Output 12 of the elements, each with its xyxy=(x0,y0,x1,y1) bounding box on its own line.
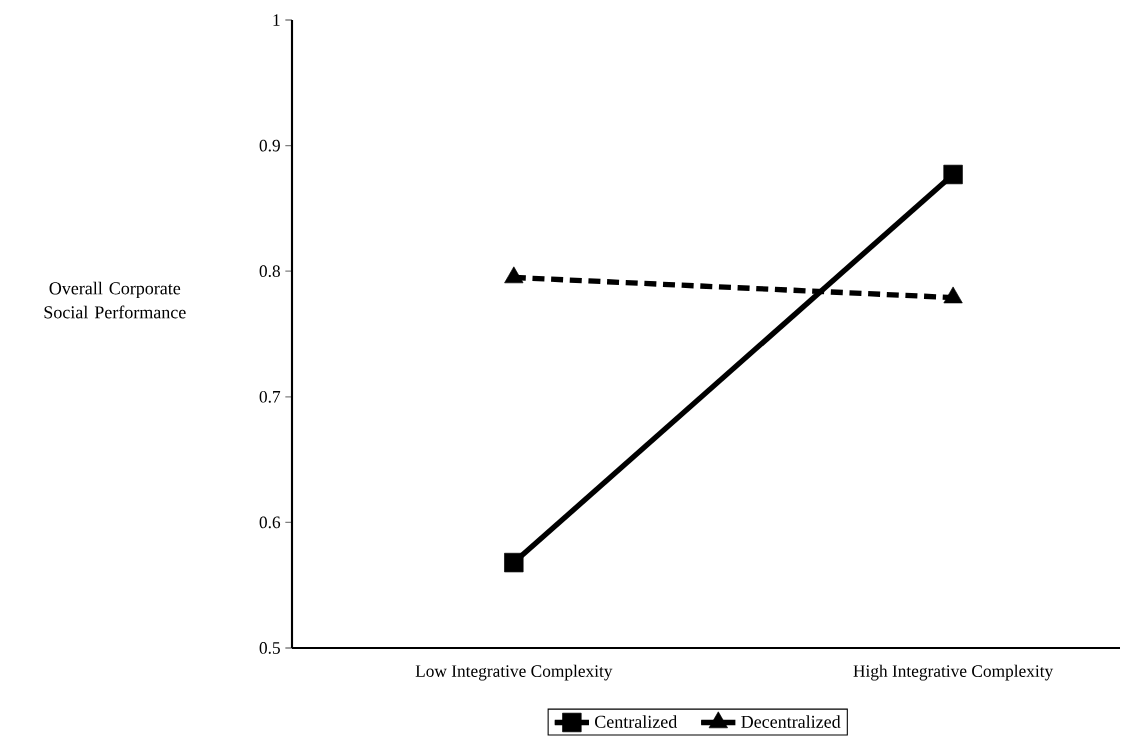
y-axis-title: Overall Corporate Social Performance xyxy=(44,281,186,319)
x-tick-label: Low Integrative Complexity xyxy=(415,664,613,681)
y-tick-label: 0.7 xyxy=(259,390,281,403)
x-tick-label: High Integrative Complexity xyxy=(853,664,1054,681)
point xyxy=(504,552,524,573)
y-tick-label: 0.5 xyxy=(259,642,280,654)
y-tick-label: 1 xyxy=(273,14,280,26)
y-tick-label: 0.6 xyxy=(259,516,281,529)
y-tick-label: 0.8 xyxy=(259,265,280,278)
legend-label: Centralized xyxy=(595,715,678,728)
legend-label: Decentralized xyxy=(741,715,841,728)
y-tick-label: 0.9 xyxy=(259,139,280,152)
